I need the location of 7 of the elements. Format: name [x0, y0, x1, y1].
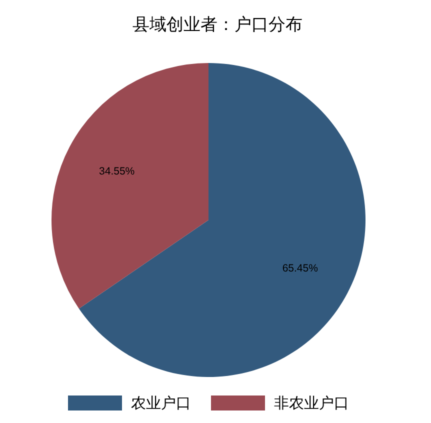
legend-label: 农业户口	[131, 394, 191, 412]
pie-slice	[52, 63, 208, 309]
data-label: 34.55%	[99, 166, 135, 178]
pie-slice	[78, 63, 366, 377]
data-label: 65.45%	[282, 262, 318, 274]
legend-label: 非农业户口	[274, 394, 349, 412]
chart-title: 县域创业者：户口分布	[132, 15, 302, 35]
